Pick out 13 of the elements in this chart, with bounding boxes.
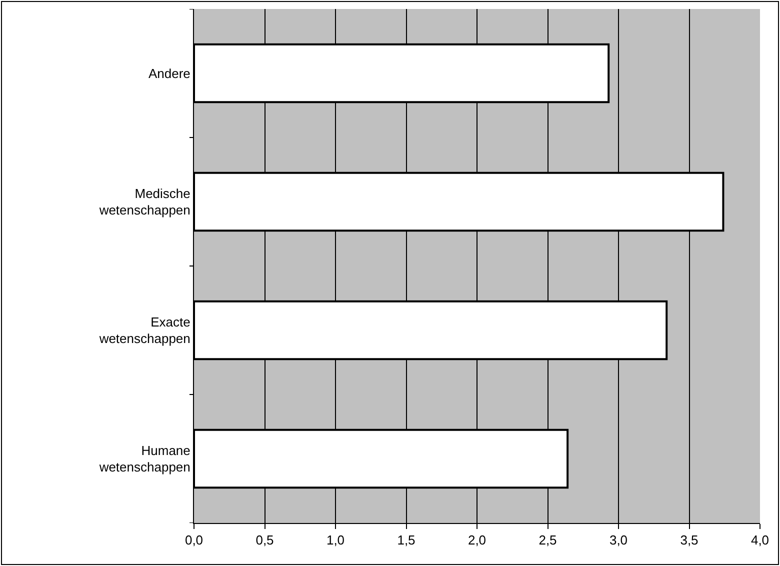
x-tick-label: 2,5 bbox=[538, 532, 557, 548]
x-tick-label: 0,5 bbox=[256, 532, 274, 548]
x-tick-label: 1,0 bbox=[326, 532, 345, 548]
x-tick-label: 1,5 bbox=[397, 532, 416, 548]
x-tick-label: 4,0 bbox=[750, 532, 770, 548]
x-tick-label: 3,5 bbox=[680, 532, 698, 548]
y-tick-label: Medische wetenschappen bbox=[98, 186, 190, 218]
x-tick-label: 3,0 bbox=[609, 532, 628, 548]
y-tick-label: Exacte wetenschappen bbox=[98, 314, 190, 346]
x-tick-label: 0,0 bbox=[184, 532, 204, 548]
y-tick-label: Humane wetenschappen bbox=[98, 442, 190, 475]
x-tick-label: 2,0 bbox=[468, 532, 486, 548]
y-tick-label: Andere bbox=[148, 66, 190, 81]
